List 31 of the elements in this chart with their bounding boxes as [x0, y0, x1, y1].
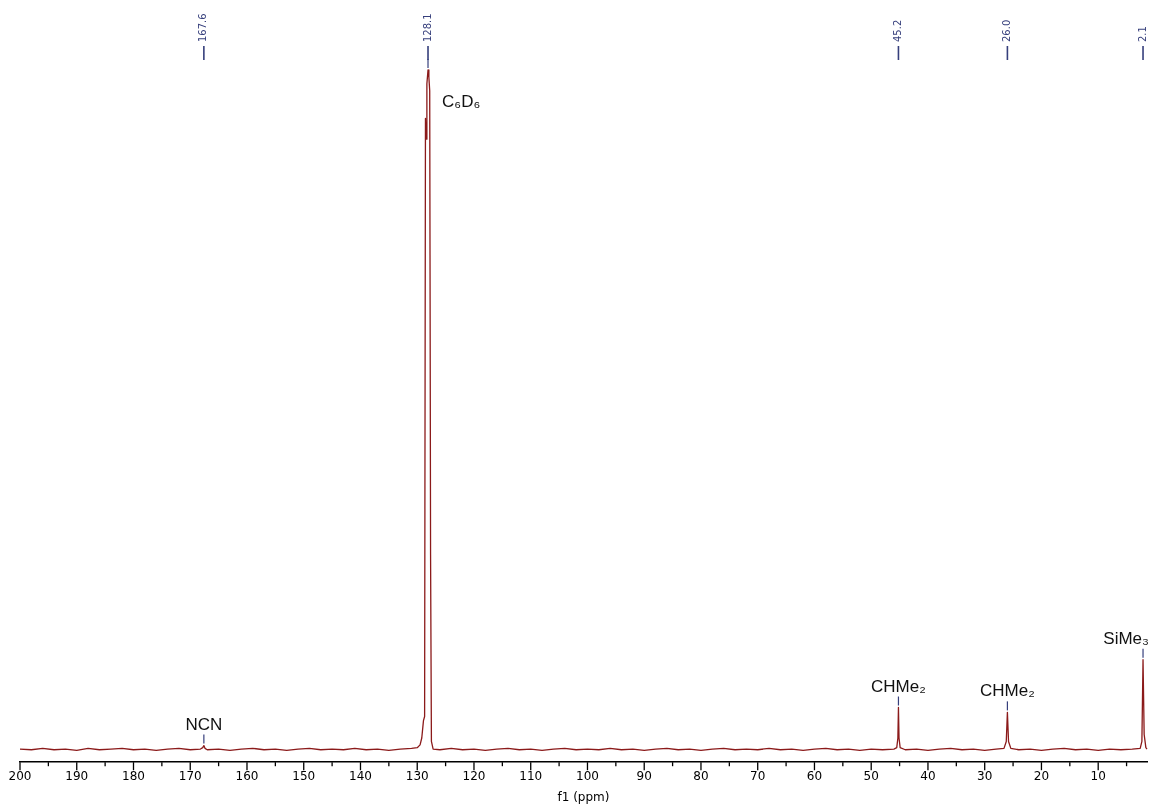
x-axis-title: f1 (ppm)	[557, 789, 610, 804]
x-tick-label: 50	[863, 768, 879, 783]
annotation: 26.0	[1001, 19, 1012, 42]
x-tick-label: 190	[65, 768, 89, 783]
x-tick-label: 100	[576, 768, 599, 783]
x-tick-label: 180	[122, 768, 145, 783]
annotation: SiMe₃	[1103, 628, 1149, 648]
annotation: NCN	[185, 714, 223, 734]
x-tick-label: 130	[405, 768, 429, 783]
x-tick-label: 140	[349, 768, 372, 783]
x-tick-label: 40	[920, 768, 936, 783]
annotation: C₆D₆	[442, 92, 481, 111]
annotation: 167.6	[197, 13, 209, 42]
x-tick-label: 150	[292, 768, 316, 783]
x-tick-label: 90	[636, 768, 652, 783]
annotation: 128.1	[421, 13, 433, 42]
annotation: 2.1	[1136, 26, 1148, 42]
x-tick-label: 120	[462, 768, 486, 783]
annotation: 45.2	[892, 19, 904, 42]
annotation: CHMe₂	[871, 676, 926, 696]
x-tick-label: 80	[693, 768, 709, 783]
x-tick-label: 20	[1033, 768, 1050, 783]
x-tick-label: 10	[1090, 768, 1106, 783]
x-tick-label: 170	[178, 768, 202, 783]
x-tick-label: 160	[235, 768, 259, 783]
x-tick-label: 60	[806, 768, 823, 783]
x-tick-label: 30	[977, 768, 993, 783]
annotation: CHMe₂	[980, 681, 1035, 701]
x-tick-label: 110	[519, 768, 543, 783]
x-tick-label: 70	[750, 768, 766, 783]
x-tick-label: 200	[8, 768, 32, 783]
